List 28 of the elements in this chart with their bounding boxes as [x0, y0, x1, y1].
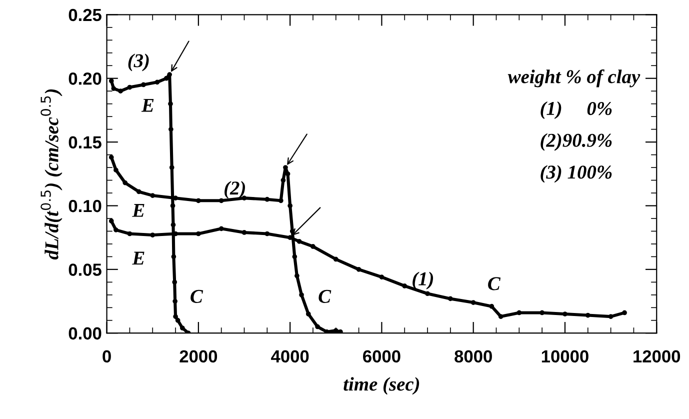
annotation: weight % of clay: [508, 69, 640, 88]
annotation: E: [141, 98, 154, 112]
annotation: C: [488, 277, 501, 290]
x-tick-label: 12000: [634, 350, 680, 363]
annotation: C: [190, 290, 204, 303]
x-tick-label: 8000: [454, 350, 492, 363]
y-tick-label: 0.10: [68, 200, 102, 212]
x-tick-label: 6000: [363, 350, 400, 363]
y-tick-label: 0.05: [68, 264, 102, 276]
y-tick-label: 0.20: [68, 72, 102, 85]
annotation: (1) 0%: [540, 101, 612, 120]
annotation: E: [132, 252, 144, 265]
annotation: (3) 100%: [540, 165, 612, 183]
annotation: (2): [224, 180, 245, 199]
x-tick-label: 0: [102, 350, 111, 363]
annotation: C: [318, 290, 332, 303]
annotation: (2)90.9%: [540, 133, 612, 151]
y-axis-title: dL/d(t$^{0.5}$) (cm/sec$^{0.5}$): [40, 89, 62, 260]
x-tick-label: 2000: [180, 350, 218, 363]
y-tick-label: 0.00: [68, 327, 102, 340]
annotation: (3): [128, 54, 149, 72]
annotation: (1): [412, 272, 434, 290]
x-tick-label: 4000: [271, 350, 309, 363]
annotation: E: [132, 204, 144, 217]
x-tick-label: 10000: [542, 350, 588, 363]
y-tick-label: 0.25: [68, 8, 102, 22]
x-axis-title: time (sec): [344, 377, 420, 395]
y-tick-label: 0.15: [68, 136, 102, 149]
